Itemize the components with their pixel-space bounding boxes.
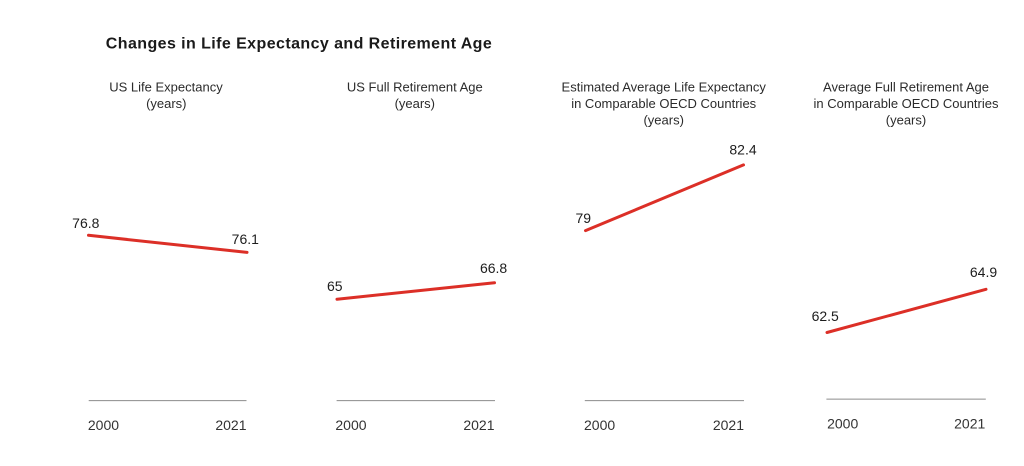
svg-text:2021: 2021 <box>713 417 744 433</box>
svg-text:(years): (years) <box>395 96 435 111</box>
svg-text:Estimated Average Life Expecta: Estimated Average Life Expectancy <box>562 80 767 95</box>
svg-text:(years): (years) <box>146 96 186 111</box>
svg-text:2000: 2000 <box>584 417 615 433</box>
svg-text:82.4: 82.4 <box>729 142 756 158</box>
svg-text:65: 65 <box>327 278 343 294</box>
svg-text:2000: 2000 <box>335 417 366 433</box>
svg-text:2000: 2000 <box>827 416 858 432</box>
svg-text:2021: 2021 <box>215 417 246 433</box>
svg-text:66.8: 66.8 <box>480 260 507 276</box>
svg-text:64.9: 64.9 <box>970 264 997 280</box>
svg-text:62.5: 62.5 <box>812 308 839 324</box>
svg-text:Average Full Retirement Age: Average Full Retirement Age <box>823 80 989 95</box>
svg-text:2021: 2021 <box>954 416 985 432</box>
svg-text:in Comparable OECD Countries: in Comparable OECD Countries <box>571 96 756 111</box>
svg-text:2000: 2000 <box>88 417 119 433</box>
svg-text:76.1: 76.1 <box>232 231 259 247</box>
svg-text:2021: 2021 <box>463 417 494 433</box>
svg-text:US Full Retirement Age: US Full Retirement Age <box>347 80 483 95</box>
svg-text:(years): (years) <box>643 112 683 127</box>
svg-text:(years): (years) <box>886 112 926 127</box>
svg-text:in Comparable OECD Countries: in Comparable OECD Countries <box>814 96 999 111</box>
svg-text:US Life Expectancy: US Life Expectancy <box>109 80 223 95</box>
svg-text:79: 79 <box>576 210 592 226</box>
svg-text:Changes in Life Expectancy and: Changes in Life Expectancy and Retiremen… <box>106 36 492 53</box>
svg-text:76.8: 76.8 <box>72 215 99 231</box>
